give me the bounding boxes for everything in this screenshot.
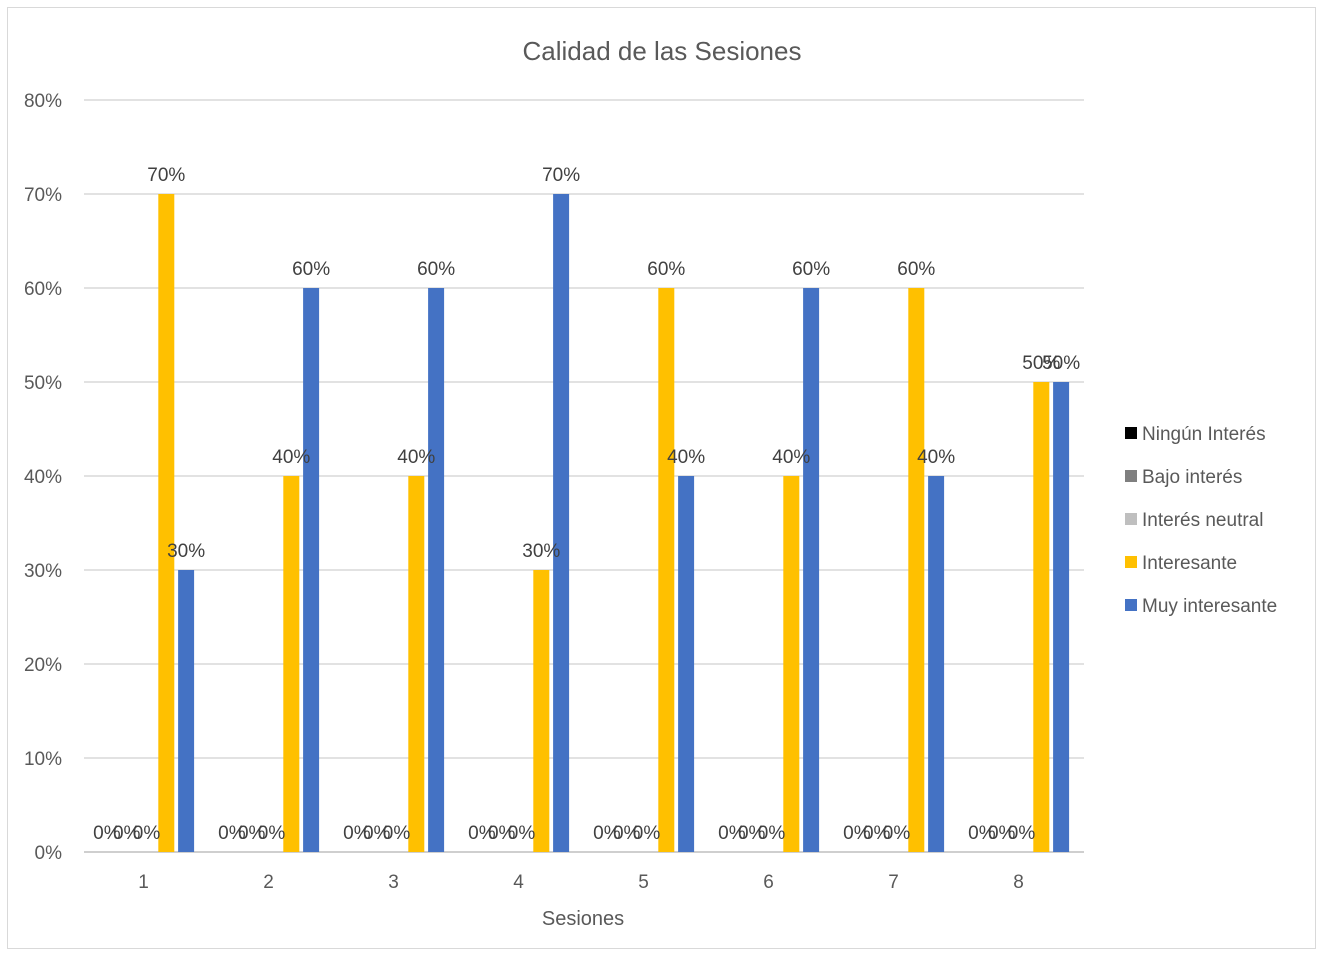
- y-tick-label: 40%: [24, 467, 62, 488]
- data-label: 40%: [917, 447, 955, 468]
- y-tick-label: 50%: [24, 373, 62, 394]
- legend-swatch: [1125, 427, 1137, 439]
- bar: [158, 194, 175, 852]
- data-label: 70%: [147, 165, 185, 186]
- data-label: 50%: [1022, 353, 1060, 374]
- data-label: 0%: [1008, 823, 1036, 844]
- y-tick-label: 70%: [24, 185, 62, 206]
- data-label: 0%: [738, 823, 766, 844]
- bar: [928, 476, 945, 852]
- data-label: 0%: [508, 823, 536, 844]
- bar: [1053, 382, 1070, 852]
- data-label: 30%: [167, 541, 205, 562]
- data-label: 60%: [292, 259, 330, 280]
- x-axis-title: Sesiones: [542, 908, 624, 930]
- data-label: 0%: [93, 823, 121, 844]
- bar: [178, 570, 195, 852]
- data-label: 70%: [542, 165, 580, 186]
- x-tick-label: 8: [1013, 872, 1024, 893]
- data-label: 60%: [897, 259, 935, 280]
- x-tick-label: 6: [763, 872, 774, 893]
- data-label: 0%: [383, 823, 411, 844]
- legend-item: Interés neutral: [1142, 510, 1263, 531]
- data-label: 0%: [343, 823, 371, 844]
- bar: [533, 570, 550, 852]
- y-tick-label: 80%: [24, 91, 62, 112]
- legend-item: Muy interesante: [1142, 596, 1277, 617]
- legend-item: Ningún Interés: [1142, 424, 1266, 445]
- bar: [658, 288, 675, 852]
- data-label: 0%: [843, 823, 871, 844]
- legend-swatch: [1125, 556, 1137, 568]
- data-label: 0%: [968, 823, 996, 844]
- data-label: 0%: [863, 823, 891, 844]
- bar: [428, 288, 445, 852]
- x-tick-label: 7: [888, 872, 899, 893]
- bar: [1033, 382, 1050, 852]
- y-tick-label: 0%: [35, 843, 63, 864]
- data-label: 40%: [272, 447, 310, 468]
- data-label: 0%: [218, 823, 246, 844]
- data-label: 50%: [1042, 353, 1080, 374]
- data-label: 0%: [113, 823, 141, 844]
- y-tick-label: 60%: [24, 279, 62, 300]
- bar: [303, 288, 320, 852]
- x-axis-ticks: 1 2 3 4 5 6 7 8: [138, 872, 1024, 893]
- legend-swatch: [1125, 470, 1137, 482]
- x-tick-label: 1: [138, 872, 149, 893]
- data-label: 0%: [238, 823, 266, 844]
- x-tick-label: 4: [513, 872, 524, 893]
- data-label: 0%: [468, 823, 496, 844]
- data-label: 0%: [633, 823, 661, 844]
- y-axis-ticks: 0% 10% 20% 30% 40% 50% 60% 70% 80%: [24, 91, 62, 864]
- legend-swatch: [1125, 513, 1137, 525]
- data-label: 0%: [718, 823, 746, 844]
- data-label: 0%: [133, 823, 161, 844]
- x-tick-label: 2: [263, 872, 274, 893]
- y-tick-label: 20%: [24, 655, 62, 676]
- data-label: 30%: [522, 541, 560, 562]
- bar: [908, 288, 925, 852]
- y-tick-label: 30%: [24, 561, 62, 582]
- data-label: 0%: [883, 823, 911, 844]
- legend-item: Interesante: [1142, 553, 1237, 574]
- data-label: 0%: [758, 823, 786, 844]
- data-label: 0%: [488, 823, 516, 844]
- data-label: 0%: [363, 823, 391, 844]
- bar: [283, 476, 300, 852]
- x-tick-label: 5: [638, 872, 649, 893]
- data-label: 60%: [647, 259, 685, 280]
- y-tick-label: 10%: [24, 749, 62, 770]
- data-label: 40%: [772, 447, 810, 468]
- data-label: 0%: [613, 823, 641, 844]
- data-label: 0%: [988, 823, 1016, 844]
- data-labels: 0%0%0%70%30%0%0%0%40%60%0%0%0%40%60%0%0%…: [93, 165, 1080, 844]
- chart-title: Calidad de las Sesiones: [523, 36, 802, 66]
- data-label: 60%: [792, 259, 830, 280]
- bar: [408, 476, 425, 852]
- legend: Ningún Interés Bajo interés Interés neutra…: [1125, 424, 1277, 617]
- data-label: 40%: [397, 447, 435, 468]
- bar: [678, 476, 695, 852]
- legend-swatch: [1125, 599, 1137, 611]
- data-label: 60%: [417, 259, 455, 280]
- bars: [158, 194, 1070, 852]
- bar: [553, 194, 570, 852]
- data-label: 40%: [667, 447, 705, 468]
- data-label: 0%: [258, 823, 286, 844]
- bar: [783, 476, 800, 852]
- data-label: 0%: [593, 823, 621, 844]
- bar: [803, 288, 820, 852]
- x-tick-label: 3: [388, 872, 399, 893]
- legend-item: Bajo interés: [1142, 467, 1242, 488]
